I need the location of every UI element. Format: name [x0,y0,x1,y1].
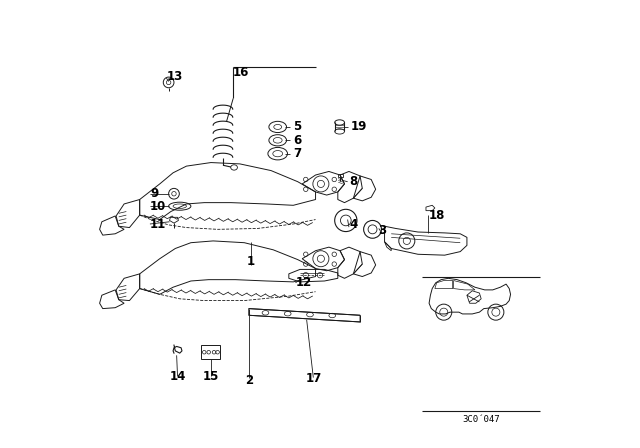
Text: 15: 15 [203,370,219,383]
Text: 9: 9 [150,187,158,200]
Text: 5: 5 [293,121,301,134]
Text: 16: 16 [233,66,250,79]
Text: 18: 18 [429,209,445,222]
Text: 13: 13 [166,70,182,83]
Text: 8: 8 [349,175,357,188]
Text: 4: 4 [349,217,357,231]
Text: 10: 10 [150,200,166,213]
Text: 3C0´047: 3C0´047 [462,414,500,423]
Text: 11: 11 [150,217,166,231]
Text: 6: 6 [293,134,301,147]
Text: 7: 7 [293,147,301,160]
Text: 12: 12 [296,276,312,289]
Text: 17: 17 [305,372,321,385]
Text: 14: 14 [170,370,186,383]
Text: 3: 3 [378,224,387,237]
Text: 1: 1 [247,255,255,268]
Text: 19: 19 [350,121,367,134]
Text: 2: 2 [244,374,253,387]
